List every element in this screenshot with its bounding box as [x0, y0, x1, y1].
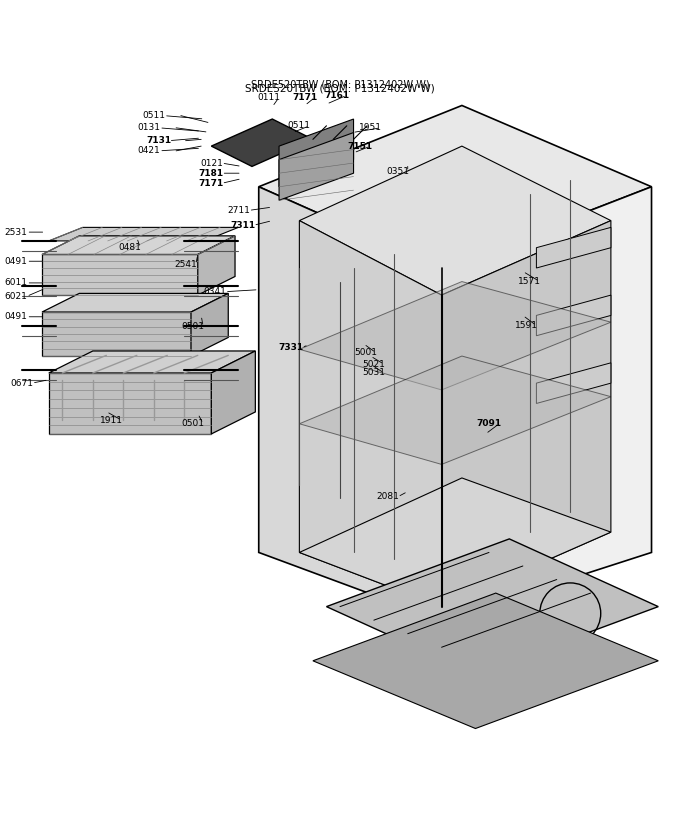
Text: 0421: 0421 [137, 146, 160, 155]
Polygon shape [279, 133, 354, 200]
Text: 0121: 0121 [200, 158, 223, 168]
Polygon shape [441, 221, 611, 606]
Polygon shape [42, 294, 228, 312]
Text: 7171: 7171 [292, 93, 318, 102]
Polygon shape [258, 105, 651, 268]
Text: 2531: 2531 [5, 228, 28, 237]
Polygon shape [42, 236, 235, 254]
Text: 5031: 5031 [362, 369, 386, 378]
Text: 7171: 7171 [199, 178, 224, 188]
Text: 7181: 7181 [199, 168, 224, 178]
Text: 7161: 7161 [324, 91, 349, 100]
Polygon shape [211, 351, 256, 434]
Text: 0511: 0511 [142, 111, 165, 120]
Text: 0501: 0501 [182, 420, 205, 429]
Polygon shape [299, 356, 611, 465]
Polygon shape [537, 295, 611, 336]
Text: 1911: 1911 [100, 416, 123, 425]
Polygon shape [279, 119, 354, 187]
Text: 0131: 0131 [137, 123, 160, 133]
Text: 1951: 1951 [359, 123, 382, 133]
Polygon shape [326, 539, 658, 675]
Text: 0351: 0351 [386, 168, 409, 176]
Text: SRDE520TBW (BOM: P1312402W W): SRDE520TBW (BOM: P1312402W W) [251, 80, 429, 90]
Polygon shape [211, 119, 313, 167]
Polygon shape [42, 312, 191, 356]
Text: 5021: 5021 [362, 359, 386, 369]
Text: 2541: 2541 [174, 260, 197, 269]
Text: 0501: 0501 [182, 323, 205, 331]
Text: 7311: 7311 [231, 221, 256, 230]
Polygon shape [49, 228, 239, 241]
Text: 1571: 1571 [518, 277, 541, 286]
Text: 2711: 2711 [227, 206, 250, 215]
Polygon shape [49, 351, 256, 373]
Text: 0111: 0111 [258, 93, 280, 102]
Polygon shape [299, 146, 611, 295]
Text: 0491: 0491 [5, 257, 28, 266]
Polygon shape [537, 363, 611, 404]
Text: 2081: 2081 [376, 492, 399, 501]
Text: 6021: 6021 [5, 292, 28, 301]
Polygon shape [313, 593, 658, 729]
Polygon shape [191, 294, 228, 356]
Polygon shape [258, 187, 441, 620]
Polygon shape [299, 282, 611, 390]
Text: 0481: 0481 [118, 244, 141, 252]
Polygon shape [42, 254, 198, 295]
Polygon shape [537, 228, 611, 268]
Text: 0341: 0341 [203, 287, 226, 296]
Text: 0491: 0491 [5, 312, 28, 321]
Polygon shape [299, 221, 441, 606]
Text: 7151: 7151 [347, 142, 373, 151]
Text: 0671: 0671 [10, 379, 33, 388]
Text: SRDE520TBW (BOM: P1312402W W): SRDE520TBW (BOM: P1312402W W) [245, 83, 435, 93]
Polygon shape [198, 236, 235, 295]
Text: 5001: 5001 [354, 348, 377, 357]
Text: 6011: 6011 [5, 279, 28, 288]
Polygon shape [441, 187, 651, 620]
Polygon shape [299, 478, 611, 606]
Text: 7131: 7131 [146, 136, 171, 145]
Text: 7091: 7091 [477, 420, 502, 429]
Text: 1591: 1591 [515, 321, 538, 330]
Text: 0511: 0511 [288, 121, 311, 130]
Polygon shape [49, 373, 211, 434]
Text: 7331: 7331 [279, 343, 304, 352]
